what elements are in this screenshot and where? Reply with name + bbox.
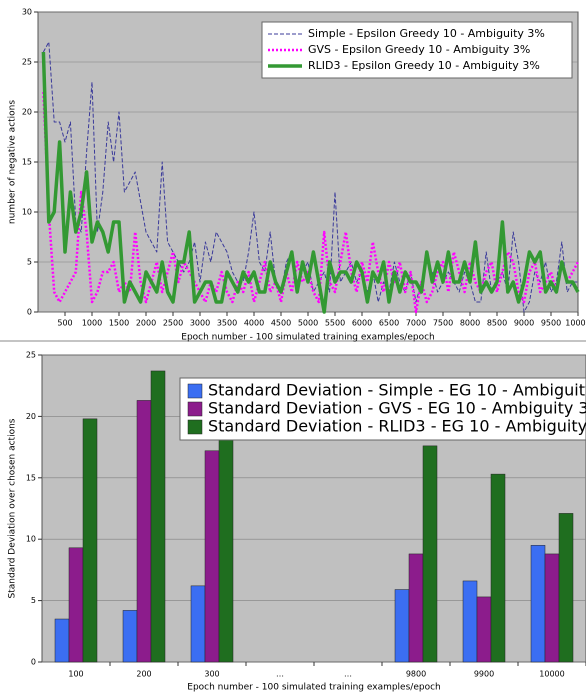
y-tick-label: 10	[26, 535, 36, 544]
legend-swatch	[187, 383, 203, 399]
x-tick-label: 7500	[433, 319, 453, 328]
x-tick-label: 9800	[406, 670, 426, 679]
x-tick-label: …	[344, 670, 352, 679]
x-tick-label: 10000	[539, 670, 564, 679]
y-tick-label: 10	[22, 208, 32, 217]
y-tick-label: 0	[27, 308, 32, 317]
legend-label: GVS - Epsilon Greedy 10 - Ambiguity 3%	[308, 43, 530, 56]
bar	[544, 553, 560, 663]
bar	[122, 610, 138, 663]
bar	[150, 370, 166, 663]
x-tick-label: 5500	[325, 319, 345, 328]
x-tick-label: 8500	[487, 319, 507, 328]
bar	[476, 596, 492, 663]
x-tick-label: 6500	[379, 319, 399, 328]
bar	[490, 473, 506, 663]
bar	[408, 553, 424, 663]
x-tick-label: 500	[57, 319, 72, 328]
bar	[204, 450, 220, 663]
y-tick-label: 15	[22, 158, 32, 167]
y-tick-label: 25	[22, 58, 32, 67]
y-tick-label: 0	[31, 658, 36, 667]
legend-label: Standard Deviation - Simple - EG 10 - Am…	[208, 381, 586, 400]
y-tick-label: 20	[26, 412, 36, 421]
legend-swatch	[187, 419, 203, 435]
y-tick-label: 20	[22, 108, 32, 117]
y-tick-label: 5	[31, 596, 36, 605]
x-tick-label: 7000	[406, 319, 426, 328]
x-tick-label: 1500	[109, 319, 129, 328]
y-axis-label: Standard Deviation over chosen actions	[8, 418, 18, 598]
legend-label: RLID3 - Epsilon Greedy 10 - Ambiguity 3%	[308, 59, 540, 72]
y-axis-label: number of negative actions	[8, 100, 18, 224]
bar	[218, 410, 234, 663]
x-tick-label: 8000	[460, 319, 480, 328]
y-tick-label: 25	[26, 351, 36, 360]
bar	[54, 618, 70, 663]
x-tick-label: 2500	[163, 319, 183, 328]
series-line	[42, 91, 580, 314]
bar	[422, 445, 438, 663]
legend-label: Standard Deviation - RLID3 - EG 10 - Amb…	[208, 417, 586, 436]
series-line	[42, 41, 578, 313]
x-tick-label: 200	[136, 670, 151, 679]
bar	[394, 589, 410, 663]
bar	[68, 547, 84, 663]
x-tick-label: 3000	[190, 319, 210, 328]
y-tick-label: 5	[27, 258, 32, 267]
bar	[530, 545, 546, 663]
x-tick-label: …	[276, 670, 284, 679]
bar	[82, 418, 98, 663]
x-tick-label: 5000	[298, 319, 318, 328]
x-tick-label: 300	[204, 670, 219, 679]
x-tick-label: 6000	[352, 319, 372, 328]
legend-box	[261, 21, 573, 79]
x-axis-label: Epoch number - 100 simulated training ex…	[187, 683, 440, 693]
x-tick-label: 2000	[136, 319, 156, 328]
legend-label: Standard Deviation - GVS - EG 10 - Ambig…	[208, 399, 586, 418]
x-tick-label: 100	[68, 670, 83, 679]
x-tick-label: 3500	[217, 319, 237, 328]
bar	[136, 400, 152, 663]
legend-box	[179, 377, 586, 441]
x-tick-label: 9500	[541, 319, 561, 328]
x-tick-label: 9900	[474, 670, 494, 679]
legend-label: Simple - Epsilon Greedy 10 - Ambiguity 3…	[308, 27, 545, 40]
x-tick-label: 9000	[514, 319, 534, 328]
x-tick-label: 10000	[565, 319, 586, 328]
bar	[190, 585, 206, 663]
bar	[462, 580, 478, 663]
x-tick-label: 4000	[244, 319, 264, 328]
legend-swatch	[187, 401, 203, 417]
y-tick-label: 30	[22, 8, 32, 17]
series-line	[41, 51, 580, 314]
x-axis-label: Epoch number - 100 simulated training ex…	[181, 333, 434, 343]
bar	[558, 513, 574, 663]
x-tick-label: 1000	[82, 319, 102, 328]
y-tick-label: 15	[26, 473, 36, 482]
x-tick-label: 4500	[271, 319, 291, 328]
